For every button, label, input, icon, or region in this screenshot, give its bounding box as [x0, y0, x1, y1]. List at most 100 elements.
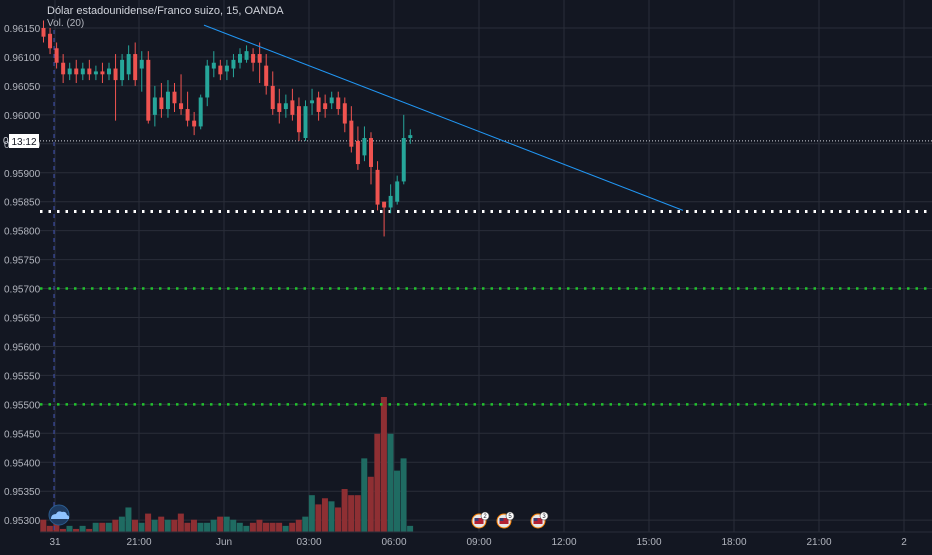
- us-flag-icon[interactable]: 3: [530, 511, 549, 529]
- price-tick-label: 0.95700: [4, 285, 41, 296]
- volume-bar: [321, 498, 328, 532]
- volume-bar: [53, 522, 60, 532]
- volume-bar: [328, 501, 335, 532]
- price-tick-label: 0.95350: [4, 487, 41, 498]
- price-tick-label: 0.95400: [4, 458, 41, 469]
- volume-bar: [73, 528, 80, 532]
- candle-body: [107, 68, 111, 75]
- volume-bar: [256, 519, 263, 532]
- time-tick-label: 31: [49, 537, 61, 548]
- volume-bar: [315, 504, 322, 532]
- volume-bar: [308, 495, 315, 532]
- volume-bar: [302, 516, 309, 532]
- trendline[interactable]: [203, 24, 684, 211]
- candle-body: [100, 71, 105, 75]
- volume-bar: [204, 522, 211, 532]
- candle-body: [67, 68, 72, 75]
- flag-stripes: [533, 518, 543, 524]
- time-tick-label: 15:00: [636, 537, 661, 548]
- volume-bar: [190, 519, 197, 532]
- candle-body: [146, 59, 151, 121]
- volume-bar: [348, 495, 355, 532]
- candle-body: [251, 54, 256, 63]
- candle-body: [54, 48, 59, 63]
- volume-bar: [118, 516, 125, 532]
- candle-body: [408, 135, 413, 139]
- candle-body: [41, 28, 46, 37]
- candle-body: [224, 65, 229, 72]
- price-tick-label: 0.95800: [4, 227, 41, 238]
- candle-body: [296, 106, 301, 133]
- volume-bar: [335, 507, 342, 532]
- economic-events[interactable]: 2 5 3: [471, 511, 549, 529]
- cloud-icon[interactable]: [48, 504, 70, 526]
- countdown-box: [9, 134, 39, 148]
- time-tick-label: 03:00: [296, 537, 321, 548]
- candle-body: [74, 68, 79, 75]
- candle-body: [283, 103, 288, 110]
- volume-bar: [407, 525, 414, 532]
- volume-bar: [210, 519, 217, 532]
- price-tick-label: 0.96100: [4, 53, 41, 64]
- candle-body: [270, 85, 275, 110]
- time-tick-label: 09:00: [466, 537, 491, 548]
- candle-body: [290, 100, 295, 115]
- event-count-badge: [539, 511, 549, 521]
- symbol-title[interactable]: Dólar estadounidense/Franco suizo, 15, O…: [47, 5, 284, 17]
- time-axis[interactable]: 31 21:00 Jun 03:00 06:00 09:00 12:00 15:00 18:00…: [40, 531, 932, 548]
- candle-body: [336, 97, 341, 110]
- time-tick-label: 21:00: [126, 537, 151, 548]
- candle-body: [349, 120, 354, 147]
- price-tick-label: 0.96150: [4, 24, 41, 35]
- candle-body: [152, 97, 157, 115]
- candle-body: [159, 97, 164, 110]
- price-tag-stub: 0: [3, 136, 9, 147]
- candle-body: [133, 54, 138, 81]
- candle-body: [205, 65, 210, 98]
- candle-body: [329, 97, 334, 104]
- event-count-badge: [480, 511, 490, 521]
- candle-body: [93, 71, 98, 75]
- volume-bar: [158, 516, 165, 532]
- candle-body: [198, 97, 203, 127]
- volume-bar: [125, 507, 132, 532]
- candle-body: [316, 97, 321, 112]
- price-tick-label: 0.95850: [4, 198, 41, 209]
- candle-body: [238, 54, 242, 63]
- us-flag-icon[interactable]: 2: [471, 511, 490, 529]
- flag-stripes: [499, 518, 509, 524]
- volume-bar: [236, 522, 243, 532]
- volume-bar: [243, 525, 250, 532]
- volume-bar: [184, 522, 191, 532]
- price-tick-label: 0.95500: [4, 400, 41, 411]
- time-tick-label: Jun: [216, 537, 232, 548]
- time-tick-label: 21:00: [806, 537, 831, 548]
- volume-bar: [269, 522, 276, 532]
- volume-bar: [230, 519, 237, 532]
- candle-body: [80, 68, 85, 75]
- candle-body: [264, 65, 269, 86]
- candle-body: [355, 140, 360, 165]
- volume-bar: [295, 519, 302, 532]
- volume-bar: [59, 528, 66, 532]
- price-tick-label: 0.95900: [4, 169, 41, 180]
- candle-body: [126, 54, 131, 75]
- candle-body: [369, 138, 373, 167]
- volume-bar: [177, 513, 184, 532]
- us-flag-icon[interactable]: 5: [496, 511, 515, 529]
- trendline-segment[interactable]: [203, 24, 684, 211]
- volume-bar: [374, 433, 381, 532]
- volume-bar: [40, 519, 47, 532]
- candle-body: [323, 103, 328, 110]
- candle-body: [231, 59, 236, 69]
- event-count-label: 3: [542, 514, 546, 520]
- volume-bar: [263, 522, 269, 532]
- candle-body: [165, 91, 170, 110]
- volume-indicator-label[interactable]: Vol. (20): [47, 18, 84, 29]
- price-tick-label: 0.95300: [4, 516, 41, 527]
- candle-body: [382, 201, 387, 208]
- volume-bar: [112, 519, 119, 532]
- price-tick-label: 0.96000: [4, 111, 41, 122]
